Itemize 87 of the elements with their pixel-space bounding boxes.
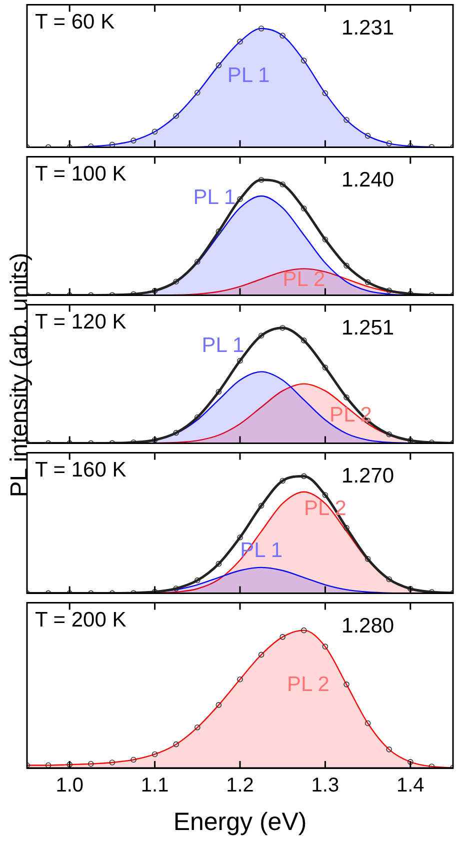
annotation: T = 100 K [35,162,126,186]
point [109,760,116,766]
annotation: 1.240 [342,168,394,192]
point [237,358,243,364]
point [408,586,414,592]
point [216,62,222,68]
point [258,652,264,658]
point [194,258,200,265]
y-axis-title: PL intensity (arb. units) [6,252,33,500]
point [364,132,371,139]
point [173,430,179,436]
point [344,262,350,269]
point [322,236,328,242]
point [194,90,200,96]
point [280,181,286,188]
point [237,38,243,44]
point [386,140,392,146]
annotation: 1.251 [342,316,394,340]
point [194,724,200,730]
point [173,278,179,284]
point [152,288,158,294]
annotation: PL 1 [227,64,270,87]
point [344,525,350,531]
point [45,762,52,768]
point [364,720,371,726]
point [280,324,286,331]
x-tick-label: 1.2 [226,774,254,797]
point [66,762,72,768]
annotation: 1.231 [342,16,394,40]
point [344,682,350,688]
x-tick-label: 1.3 [311,774,340,797]
point [194,577,200,584]
point [386,576,392,582]
point [364,556,371,562]
point [301,627,307,634]
point [322,90,328,96]
point [344,394,350,400]
point [173,112,179,119]
point [216,388,222,395]
x-axis-title: Energy (eV) [173,808,307,836]
point [408,759,414,765]
point [301,338,307,344]
point [280,634,286,640]
point [364,279,371,286]
point [237,196,243,202]
point [152,128,158,135]
point [173,741,179,748]
point [216,228,222,234]
annotation: T = 120 K [35,310,126,334]
annotation: T = 200 K [35,608,126,632]
point [173,586,179,592]
point [258,502,264,509]
point [280,478,286,484]
annotation: PL 2 [286,673,330,696]
x-tick-label: 1.0 [56,774,84,797]
point [88,760,94,767]
annotation: PL 1 [193,186,236,210]
point [130,756,136,763]
point [280,32,286,39]
point [301,206,307,212]
point [152,751,158,758]
annotation: 1.280 [342,614,394,638]
point [301,473,307,480]
point [216,702,222,708]
point [322,364,328,370]
point [386,431,392,438]
annotation: 1.270 [342,464,394,488]
x-tick-label: 1.4 [396,774,424,797]
point [322,492,328,498]
point [194,414,200,420]
point [322,644,328,650]
point [301,58,307,64]
annotation: PL 2 [282,268,326,291]
point [130,138,136,144]
point [237,534,243,540]
annotation: T = 160 K [35,458,126,482]
point [386,288,392,294]
point [258,26,264,32]
annotation: T = 60 K [35,10,115,34]
annotation: PL 2 [304,496,346,520]
x-tick-label: 1.1 [140,774,169,797]
point [386,746,392,752]
annotation: PL 1 [202,334,244,358]
point [216,560,222,567]
point [258,332,264,338]
point [344,117,350,123]
point [237,676,243,682]
